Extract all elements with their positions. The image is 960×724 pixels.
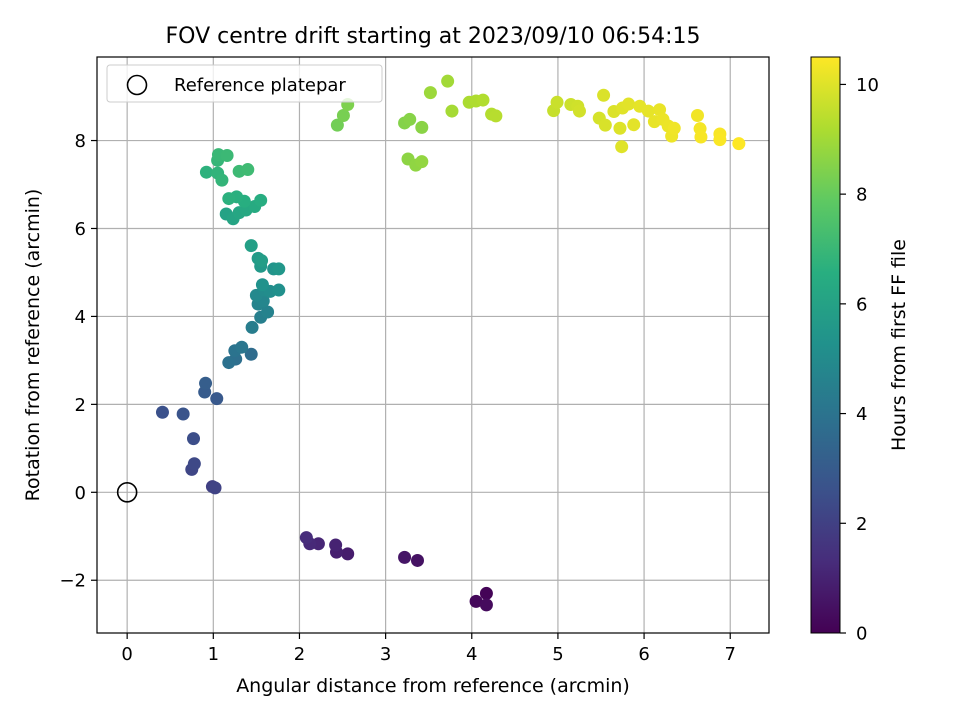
data-point <box>627 118 641 132</box>
data-point <box>415 155 429 169</box>
x-tick-label: 4 <box>466 644 477 665</box>
grid-lines <box>97 57 769 633</box>
x-tick-label: 3 <box>380 644 391 665</box>
data-point <box>176 407 190 421</box>
data-point <box>329 538 343 552</box>
colorbar-tick-label: 0 <box>856 624 867 645</box>
data-point <box>222 356 236 370</box>
data-point <box>245 320 259 334</box>
x-tick-label: 1 <box>208 644 219 665</box>
data-point <box>210 392 224 406</box>
data-point <box>255 278 269 292</box>
data-point <box>299 531 313 545</box>
data-point <box>336 108 350 122</box>
data-point <box>713 133 727 147</box>
data-points <box>155 74 746 612</box>
data-point <box>187 457 201 471</box>
reference-marker <box>116 481 138 503</box>
data-point <box>222 192 236 206</box>
data-point <box>272 283 286 297</box>
colorbar-tick-label: 8 <box>856 185 867 206</box>
data-point <box>613 121 627 135</box>
data-point <box>241 163 255 177</box>
data-point <box>572 104 586 118</box>
data-point <box>479 586 493 600</box>
data-point <box>423 86 437 100</box>
data-point <box>476 93 490 107</box>
data-point <box>272 262 286 276</box>
data-point <box>441 74 455 88</box>
data-point <box>598 118 612 132</box>
x-tick-label: 0 <box>121 644 132 665</box>
data-point <box>261 305 275 319</box>
data-point <box>220 148 234 162</box>
x-tick-label: 5 <box>552 644 563 665</box>
data-point <box>489 109 503 123</box>
data-point <box>622 97 636 111</box>
data-point <box>445 104 459 118</box>
data-point <box>254 193 268 207</box>
y-tick-label: 2 <box>75 395 86 416</box>
colorbar: 0 2 4 6 8 10 Hours from first FF file <box>810 56 910 645</box>
data-point <box>667 121 681 135</box>
colorbar-label: Hours from first FF file <box>888 239 910 451</box>
data-point <box>155 405 169 419</box>
colorbar-tick-label: 2 <box>856 514 867 535</box>
data-point <box>199 165 213 179</box>
data-point <box>398 550 412 564</box>
y-tick-label: 6 <box>75 219 86 240</box>
plot-frame <box>96 56 770 634</box>
legend-label: Reference platepar <box>174 75 346 96</box>
data-point <box>615 140 629 154</box>
data-point <box>469 594 483 608</box>
data-point <box>597 88 611 102</box>
colorbar-tick-label: 6 <box>856 294 867 315</box>
y-axis-label: Rotation from reference (arcmin) <box>22 189 44 502</box>
data-point <box>690 108 704 122</box>
data-point <box>208 481 222 495</box>
y-tick-label: 4 <box>75 307 86 328</box>
data-point <box>215 173 229 187</box>
data-point <box>403 112 417 126</box>
data-point <box>330 118 344 132</box>
legend: Reference platepar <box>106 64 383 103</box>
data-point <box>199 376 213 390</box>
y-axis-ticks: −2 0 2 4 6 8 <box>59 131 97 592</box>
legend-box <box>106 64 383 103</box>
y-tick-label: −2 <box>59 571 86 592</box>
x-tick-label: 2 <box>294 644 305 665</box>
x-axis-label: Angular distance from reference (arcmin) <box>236 675 630 697</box>
chart-title: FOV centre drift starting at 2023/09/10 … <box>166 24 701 49</box>
data-point <box>341 547 355 561</box>
legend-marker-open-circle <box>126 74 148 96</box>
colorbar-ticks: 0 2 4 6 8 10 <box>840 75 879 645</box>
data-point <box>244 239 258 253</box>
colorbar-gradient <box>810 56 841 634</box>
data-point <box>732 137 746 151</box>
data-point <box>186 432 200 446</box>
plot-background <box>97 57 769 633</box>
data-point <box>235 340 249 354</box>
data-point <box>255 254 269 268</box>
x-tick-label: 7 <box>725 644 736 665</box>
data-point <box>244 347 258 361</box>
y-tick-label: 0 <box>75 483 86 504</box>
data-point <box>694 130 708 144</box>
data-point <box>479 598 493 612</box>
x-axis-ticks: 0 1 2 3 4 5 6 7 <box>121 633 736 665</box>
data-point <box>641 104 655 118</box>
data-point <box>550 95 564 109</box>
y-tick-label: 8 <box>75 131 86 152</box>
x-tick-label: 6 <box>638 644 649 665</box>
data-point <box>410 553 424 567</box>
data-point <box>415 120 429 134</box>
colorbar-tick-label: 10 <box>856 75 879 96</box>
colorbar-tick-label: 4 <box>856 404 867 425</box>
